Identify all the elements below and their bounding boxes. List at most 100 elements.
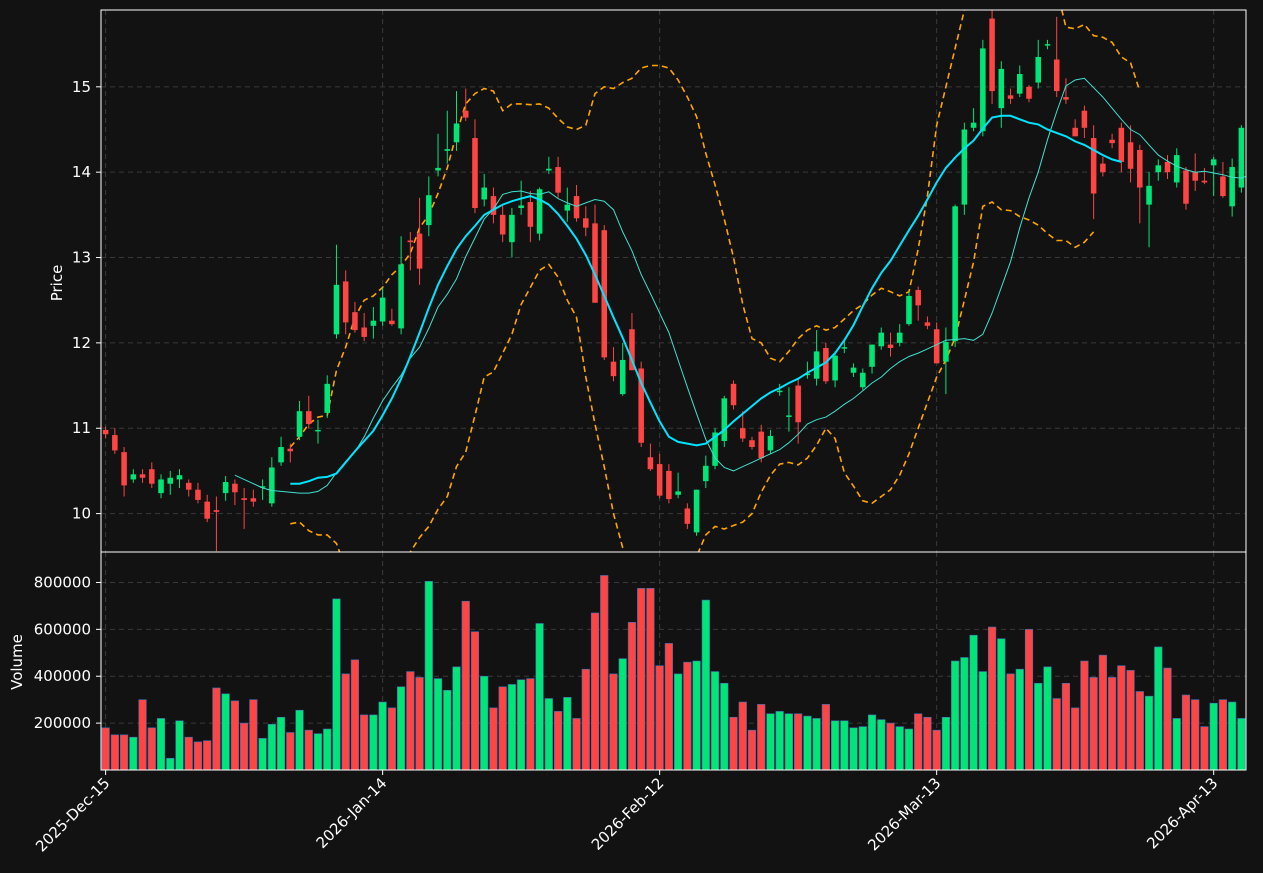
candle-body (1201, 180, 1208, 183)
candle-body (1137, 149, 1143, 188)
candle-body (1063, 97, 1069, 100)
volume-bar (923, 716, 932, 770)
volume-bar (156, 718, 166, 770)
volume-bar (184, 736, 193, 770)
volume-bar (286, 732, 295, 770)
volume-bar (747, 729, 757, 770)
volume-bar (951, 660, 960, 770)
candle-body (259, 486, 266, 488)
volume-bar (101, 727, 110, 770)
candle-body (305, 411, 312, 424)
candle-body (721, 398, 728, 442)
candle-body (546, 168, 552, 171)
candle-body (1090, 138, 1097, 194)
volume-bar (831, 720, 840, 770)
volume-bar (895, 726, 904, 770)
candle-body (269, 467, 275, 504)
candle-body (102, 429, 109, 435)
candle-body (619, 359, 626, 395)
candle-body (998, 68, 1005, 109)
price-axis-label: Price (48, 265, 66, 302)
volume-bar (646, 588, 655, 770)
candle-body (1017, 74, 1023, 94)
volume-bar (1108, 677, 1117, 770)
volume-tick-label: 600000 (34, 620, 91, 638)
volume-bar (203, 740, 212, 770)
candle-body (896, 332, 903, 343)
volume-bar (1181, 694, 1191, 770)
candle-body (638, 368, 644, 443)
candle-body (980, 48, 986, 132)
volume-bar (590, 612, 600, 770)
volume-bar (397, 686, 406, 770)
volume-bar (313, 733, 323, 770)
volume-bar (637, 588, 646, 770)
volume-bar (941, 716, 950, 770)
volume-panel-frame (100, 551, 1247, 771)
volume-bar (406, 671, 415, 770)
candle-body (1072, 127, 1078, 137)
price-tick-label: 15 (72, 78, 91, 96)
volume-bar (840, 720, 849, 770)
candle-body (943, 342, 949, 362)
price-tick-label: 10 (72, 505, 91, 523)
volume-bar (498, 686, 507, 770)
candle-body (536, 189, 543, 234)
volume-bar (1218, 699, 1228, 770)
candle-body (1081, 110, 1088, 128)
volume-bar (341, 673, 350, 770)
volume-bar (276, 716, 286, 770)
volume-bar (1135, 691, 1144, 770)
candle-body (804, 373, 811, 376)
volume-bar (729, 716, 738, 770)
candle-body (342, 281, 349, 323)
candle-body (398, 264, 404, 329)
candle-body (1035, 56, 1042, 83)
volume-bar (1126, 670, 1135, 770)
price-plot-area (102, 10, 1246, 552)
volume-bar (664, 643, 673, 770)
candle-body (1044, 44, 1051, 46)
volume-bar (1061, 682, 1071, 770)
candle-body (379, 297, 386, 322)
candle-body (906, 295, 912, 325)
volume-bar (304, 729, 313, 770)
candle-body (1220, 176, 1226, 197)
candle-body (693, 489, 700, 533)
volume-bar (960, 657, 969, 770)
volume-bar (1163, 667, 1172, 770)
volume-bar (1024, 629, 1034, 770)
candle-body (250, 498, 257, 502)
volume-bar (600, 575, 609, 770)
volume-bar (1071, 707, 1080, 770)
volume-bar (267, 723, 276, 770)
candle-body (647, 457, 654, 470)
candle-body (878, 332, 885, 347)
candle-body (869, 344, 875, 367)
volume-bar (1144, 695, 1154, 770)
candle-body (739, 428, 746, 439)
volume-bar (1117, 665, 1126, 770)
candle-body (989, 18, 995, 92)
volume-bar (119, 734, 129, 770)
volume-bar (812, 718, 821, 770)
volume-bar (877, 719, 886, 770)
volume-bar (1098, 654, 1107, 770)
volume-bar (470, 631, 480, 770)
candle-body (499, 214, 506, 235)
candle-body (887, 344, 894, 349)
candle-body (970, 122, 977, 128)
price-tick-label: 11 (72, 419, 91, 437)
volume-bar (572, 718, 581, 770)
candle-body (1100, 163, 1106, 173)
candle-body (795, 385, 801, 423)
candle-body (158, 479, 164, 494)
volume-bar (710, 671, 720, 770)
candle-body (730, 383, 737, 406)
volume-bar (655, 665, 664, 770)
candle-body (1173, 155, 1180, 183)
long-moving-average-line (290, 114, 1122, 485)
candle-body (1192, 172, 1198, 181)
volume-bar (1006, 673, 1015, 770)
